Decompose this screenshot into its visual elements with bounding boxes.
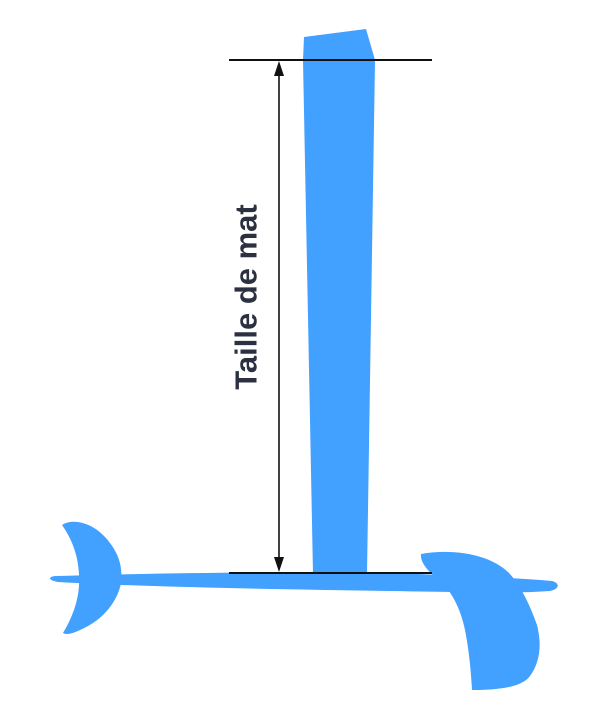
dimension-label: Taille de mat bbox=[229, 204, 264, 390]
front-wing bbox=[420, 551, 540, 690]
fuselage bbox=[50, 572, 558, 593]
mast bbox=[303, 29, 375, 574]
rear-stabilizer bbox=[62, 521, 122, 634]
dimension-arrow-bottom bbox=[274, 557, 284, 572]
dimension-arrow-top bbox=[274, 61, 284, 76]
